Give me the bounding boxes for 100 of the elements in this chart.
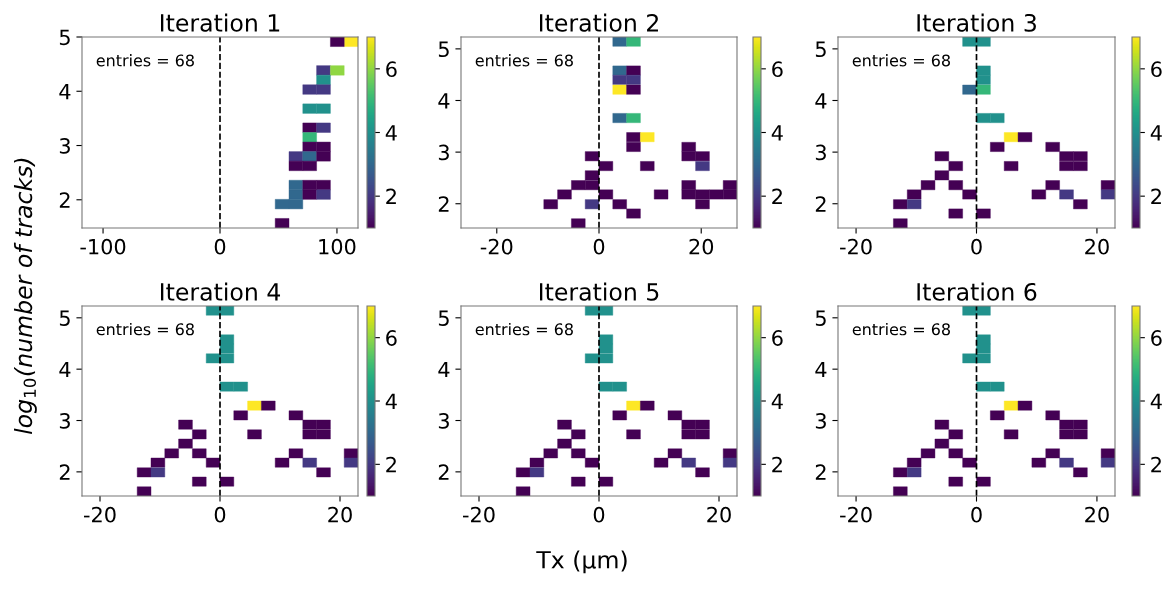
point <box>907 199 922 210</box>
point <box>233 410 248 421</box>
point <box>612 199 627 210</box>
color-bar-label: 2 <box>772 188 782 205</box>
x-tick-label: 0 <box>214 238 226 255</box>
color-bar-label: 4 <box>1150 393 1162 409</box>
point <box>316 103 331 114</box>
point <box>976 353 991 364</box>
point <box>543 448 558 459</box>
y-tick-label: 2 <box>59 464 70 480</box>
x-tick-label: -20 <box>84 506 116 523</box>
point <box>1073 151 1088 162</box>
point <box>612 65 627 76</box>
x-tick-label: 0 <box>971 238 982 255</box>
point <box>343 457 358 468</box>
point <box>626 65 641 76</box>
point <box>893 199 908 210</box>
point <box>1045 410 1060 421</box>
point <box>976 334 991 345</box>
point <box>948 476 963 487</box>
point <box>681 429 696 440</box>
point <box>302 141 317 152</box>
point <box>178 438 193 449</box>
point <box>990 410 1005 421</box>
annotation: entries = 68 <box>852 54 950 67</box>
x-tick-label: -20 <box>463 506 495 523</box>
point <box>302 122 317 133</box>
color-bar-label: 2 <box>386 456 396 473</box>
point <box>1073 199 1088 210</box>
point <box>976 65 991 76</box>
annotation: entries = 68 <box>96 54 194 67</box>
point <box>907 457 922 468</box>
point <box>976 476 991 487</box>
point <box>330 65 345 76</box>
y-tick-label: 5 <box>815 310 826 327</box>
x-tick-label: -20 <box>480 238 513 255</box>
point <box>571 180 586 191</box>
point <box>178 419 193 430</box>
point <box>316 84 331 95</box>
color-bar-label: 6 <box>386 61 397 78</box>
point <box>681 151 696 162</box>
point <box>302 189 317 200</box>
point <box>302 419 317 430</box>
point <box>976 208 991 219</box>
point <box>1073 419 1088 430</box>
point <box>948 208 963 219</box>
point <box>1031 457 1046 468</box>
point <box>962 457 977 468</box>
point <box>626 84 641 95</box>
point <box>1059 189 1074 200</box>
point <box>893 467 908 478</box>
color-bar-label: 4 <box>385 393 397 409</box>
point <box>302 429 317 440</box>
point <box>681 180 696 191</box>
color-bar-label: 6 <box>772 330 783 346</box>
point <box>612 381 627 392</box>
point <box>626 429 641 440</box>
chart-title: Iteration 4 <box>160 282 281 301</box>
point <box>261 400 276 411</box>
x-tick-label: 0 <box>593 238 605 255</box>
point <box>1031 189 1046 200</box>
point <box>543 199 558 210</box>
point <box>1045 180 1060 191</box>
point <box>316 467 331 478</box>
y-tick-label: 5 <box>59 29 70 46</box>
chart-title: Iteration 3 <box>917 13 1036 32</box>
y-tick-label: 2 <box>815 464 826 480</box>
y-tick-label: 2 <box>438 196 449 212</box>
point <box>976 343 991 354</box>
x-tick-label: -20 <box>840 506 872 523</box>
chart-title: Iteration 1 <box>160 13 280 32</box>
y-tick-label: 4 <box>438 361 450 378</box>
point <box>695 189 710 200</box>
point <box>302 103 317 114</box>
point <box>612 74 627 85</box>
point <box>907 189 922 200</box>
point <box>247 400 262 411</box>
point <box>695 429 710 440</box>
y-tick-label: 5 <box>59 310 70 327</box>
point <box>233 381 248 392</box>
point <box>302 457 317 468</box>
x-axis-title: Tx (μm) <box>536 550 627 574</box>
point <box>1059 419 1074 430</box>
x-tick-label: 20 <box>707 506 731 523</box>
point <box>948 180 963 191</box>
point <box>1059 429 1074 440</box>
chart-title: Iteration 6 <box>917 282 1037 301</box>
point <box>1045 448 1060 459</box>
point <box>681 419 696 430</box>
annotation: entries = 68 <box>96 322 194 336</box>
point <box>1100 457 1115 468</box>
color-bar-label: 2 <box>386 188 396 205</box>
point <box>695 151 710 162</box>
x-tick-label: -100 <box>80 238 126 255</box>
y-axis-title: log$_{10}$(number of tracks) <box>13 158 37 435</box>
y-tick-label: 4 <box>59 361 71 378</box>
point <box>962 84 977 95</box>
point <box>948 429 963 440</box>
point <box>626 400 641 411</box>
point <box>962 353 977 364</box>
